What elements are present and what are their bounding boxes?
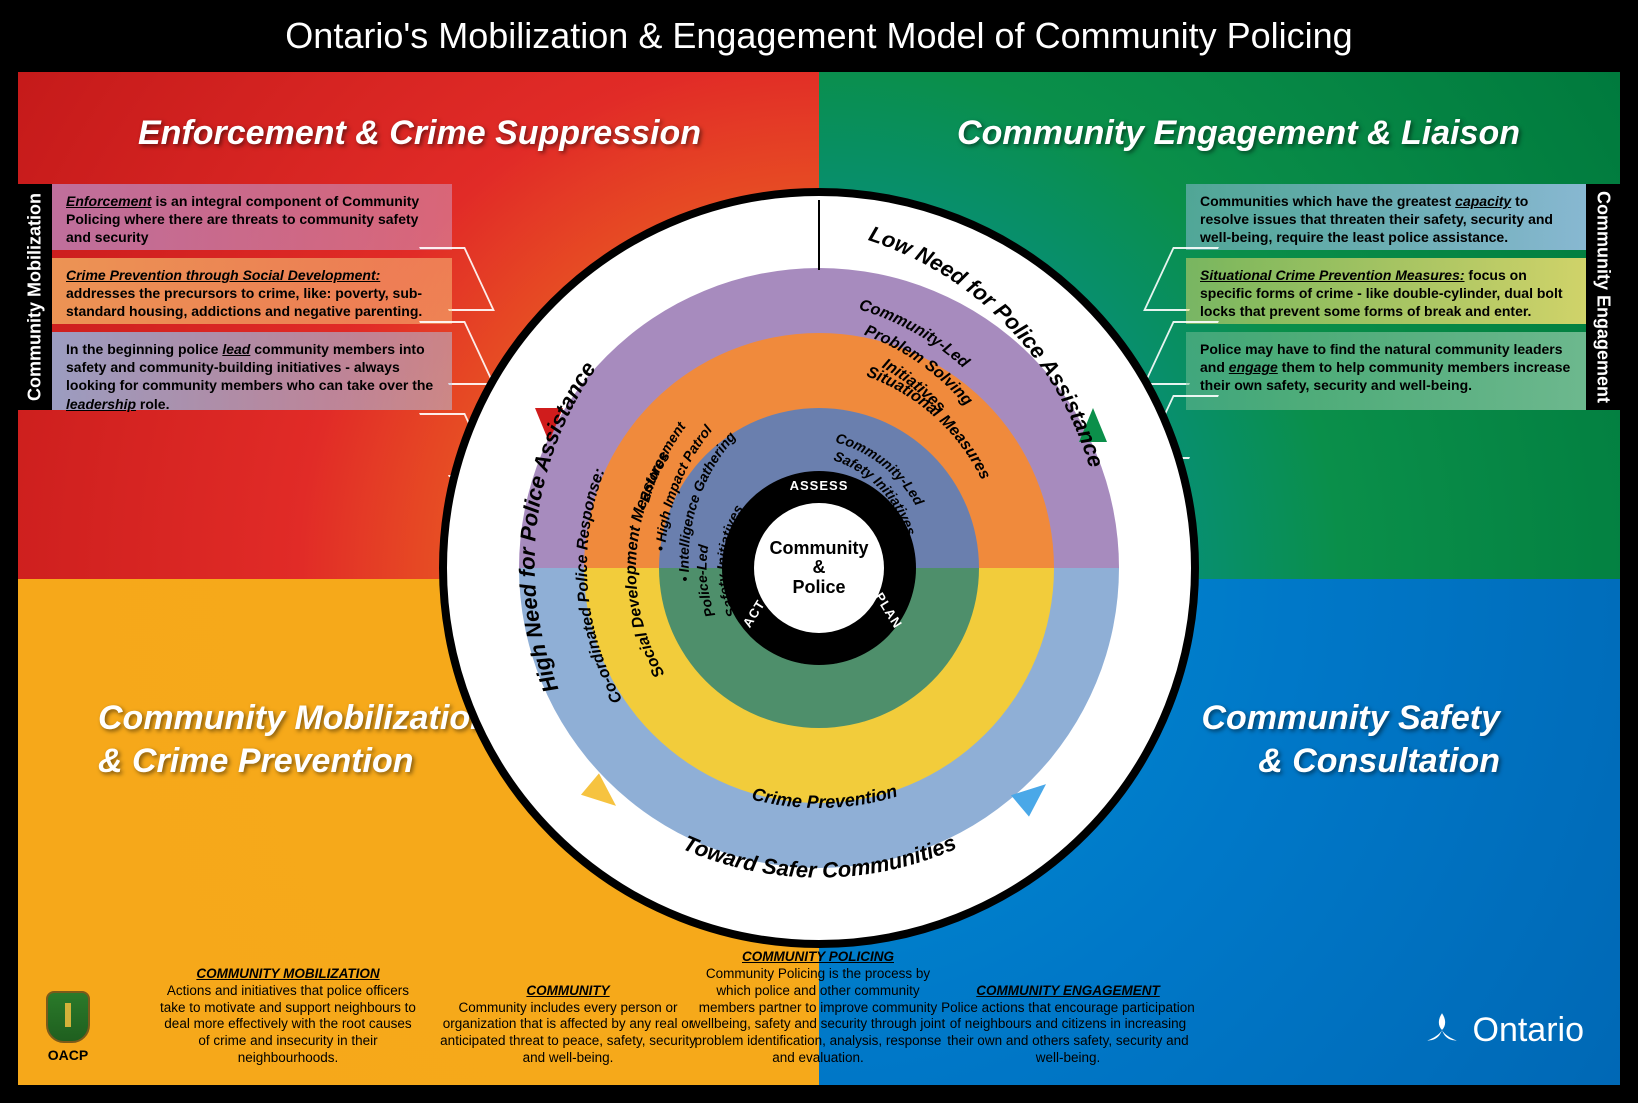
band-left-2: Crime Prevention through Social Developm… xyxy=(52,258,452,324)
def-3-h: COMMUNITY POLICING xyxy=(742,949,894,964)
def-4: COMMUNITY ENGAGEMENT Police actions that… xyxy=(938,983,1198,1067)
quad-title-br-l2: & Consultation xyxy=(1258,742,1500,780)
def-1-b: Actions and initiatives that police offi… xyxy=(160,983,416,1066)
svg-text:Police-Led: Police-Led xyxy=(693,544,718,620)
trillium-icon xyxy=(1421,1009,1463,1051)
def-1: COMMUNITY MOBILIZATION Actions and initi… xyxy=(158,966,418,1067)
band-right-3: Police may have to find the natural comm… xyxy=(1186,332,1586,410)
quad-title-bl: Community Mobilization & Crime Preventio… xyxy=(98,697,491,782)
arc-mid-left: Social Development Measures xyxy=(623,449,674,681)
arc-white-bottom: Toward Safer Communities xyxy=(680,830,960,883)
quad-title-tl: Enforcement & Crime Suppression xyxy=(138,112,701,155)
def-2-b: Community includes every person or organ… xyxy=(440,1000,696,1066)
diagram-area: Enforcement & Crime Suppression Communit… xyxy=(18,72,1620,1085)
ring-diagram: Community & Police ASSESS PLAN ACT xyxy=(439,188,1199,948)
def-3: COMMUNITY POLICING Community Policing is… xyxy=(688,949,948,1067)
shield-icon xyxy=(46,991,90,1043)
svg-text:Co-ordinated Police Response:: Co-ordinated Police Response: xyxy=(574,466,626,706)
oacp-text: OACP xyxy=(48,1047,88,1063)
ontario-logo: Ontario xyxy=(1421,1009,1585,1051)
page-title: Ontario's Mobilization & Engagement Mode… xyxy=(285,15,1352,57)
def-3-b: Community Policing is the process by whi… xyxy=(691,966,945,1065)
side-label-left: Community Mobilization xyxy=(18,184,52,410)
svg-text:Crime Prevention: Crime Prevention xyxy=(750,781,899,812)
arc-text-svg: High Need for Police Assistance Low Need… xyxy=(439,188,1199,948)
def-2-h: COMMUNITY xyxy=(526,983,609,998)
def-4-h: COMMUNITY ENGAGEMENT xyxy=(976,983,1160,998)
arc-outer-bottom: Crime Prevention xyxy=(750,781,899,812)
band-right-2: Situational Crime Prevention Measures: f… xyxy=(1186,258,1586,324)
band-left-1: Enforcement is an integral component of … xyxy=(52,184,452,250)
band-right-1: Communities which have the greatest capa… xyxy=(1186,184,1586,250)
arc-inner-left-l2: Safety Initiatives xyxy=(714,502,746,620)
band-left-3: In the beginning police lead community m… xyxy=(52,332,452,410)
quad-title-br-l1: Community Safety xyxy=(1202,699,1501,737)
quad-title-bl-l1: Community Mobilization xyxy=(98,699,491,737)
quad-title-br: Community Safety & Consultation xyxy=(1202,697,1501,782)
svg-text:Toward Safer Communities: Toward Safer Communities xyxy=(680,830,960,883)
oacp-logo: OACP xyxy=(46,991,90,1063)
side-label-right: Community Engagement xyxy=(1586,184,1620,410)
def-4-b: Police actions that encourage participat… xyxy=(941,1000,1195,1066)
def-2: COMMUNITY Community includes every perso… xyxy=(438,983,698,1067)
quad-title-tr: Community Engagement & Liaison xyxy=(957,112,1520,155)
arc-outer-left: Co-ordinated Police Response: xyxy=(574,466,626,706)
quad-title-bl-l2: & Crime Prevention xyxy=(98,742,414,780)
page: Ontario's Mobilization & Engagement Mode… xyxy=(0,0,1638,1103)
svg-text:Safety Initiatives: Safety Initiatives xyxy=(714,502,746,620)
def-1-h: COMMUNITY MOBILIZATION xyxy=(196,966,379,981)
svg-text:Social Development Measures: Social Development Measures xyxy=(623,449,674,681)
ontario-text: Ontario xyxy=(1473,1011,1585,1050)
arc-inner-left-l1: Police-Led xyxy=(693,544,718,620)
title-bar: Ontario's Mobilization & Engagement Mode… xyxy=(0,0,1638,72)
